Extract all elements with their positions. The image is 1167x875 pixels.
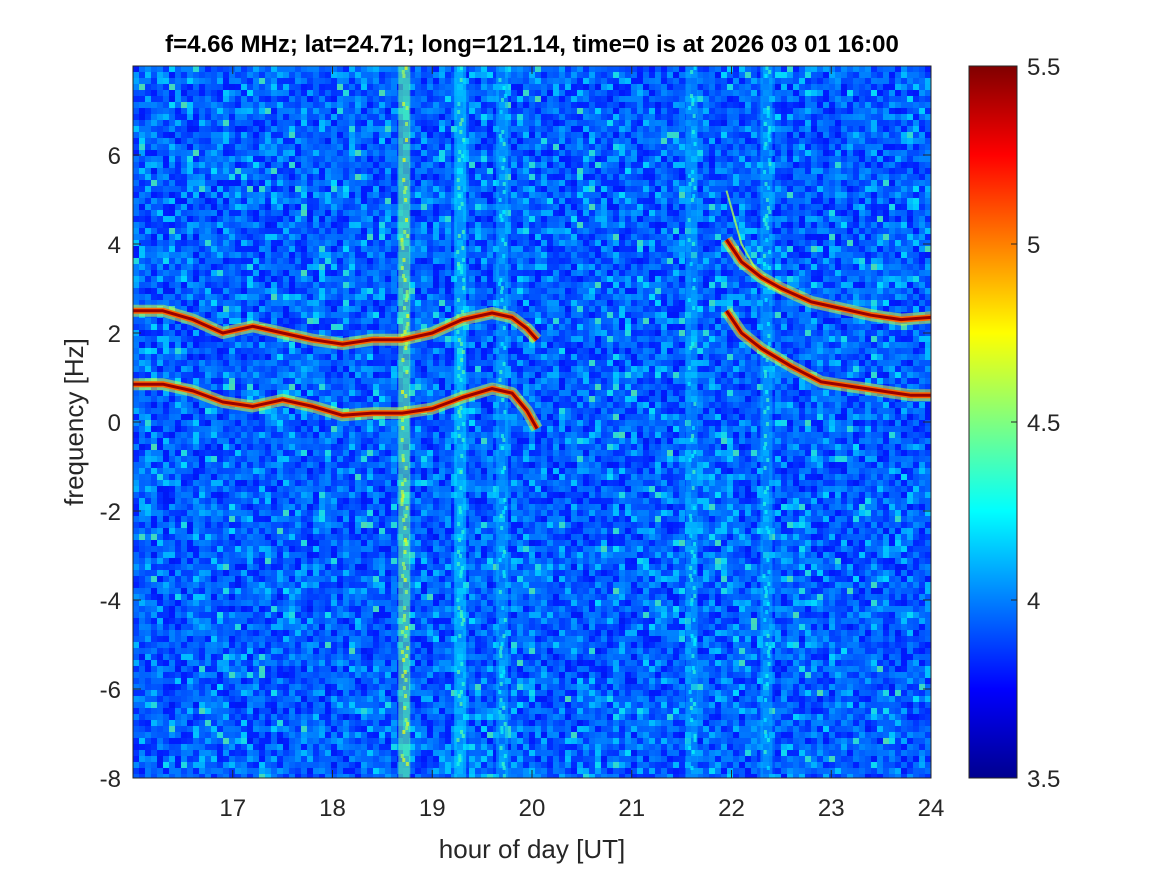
vertical-band (496, 66, 508, 778)
y-axis-label: frequency [Hz] (59, 338, 89, 506)
colorbar-tick-label: 5.5 (1027, 54, 1060, 81)
colorbar-tick-label: 5 (1027, 232, 1040, 259)
y-tick-label: -2 (100, 499, 121, 526)
colorbar-ticks: 3.5 4 4.5 5 5.5 (1011, 54, 1060, 793)
x-tick-label: 22 (718, 795, 745, 822)
y-tick-label: 4 (108, 232, 121, 259)
colorbar-tick-label: 4 (1027, 588, 1040, 615)
x-tick-label: 23 (818, 795, 845, 822)
x-tick-label: 24 (918, 795, 945, 822)
colorbar (969, 66, 1017, 778)
spectrogram-plot-area (133, 66, 931, 780)
x-tick-label: 18 (319, 795, 346, 822)
y-tick-label: -6 (100, 677, 121, 704)
x-tick-label: 21 (618, 795, 645, 822)
y-tick-label: 0 (108, 410, 121, 437)
chart-title: f=4.66 MHz; lat=24.71; long=121.14, time… (165, 31, 899, 58)
y-tick-label: 2 (108, 321, 121, 348)
x-tick-label: 20 (519, 795, 546, 822)
y-tick-label: -4 (100, 588, 121, 615)
y-tick-label: -8 (100, 766, 121, 793)
x-tick-label: 19 (419, 795, 446, 822)
x-tick-label: 17 (219, 795, 246, 822)
x-axis-label: hour of day [UT] (439, 834, 625, 864)
colorbar-tick-label: 3.5 (1027, 766, 1060, 793)
colorbar-tick-label: 4.5 (1027, 410, 1060, 437)
y-tick-label: 6 (108, 143, 121, 170)
